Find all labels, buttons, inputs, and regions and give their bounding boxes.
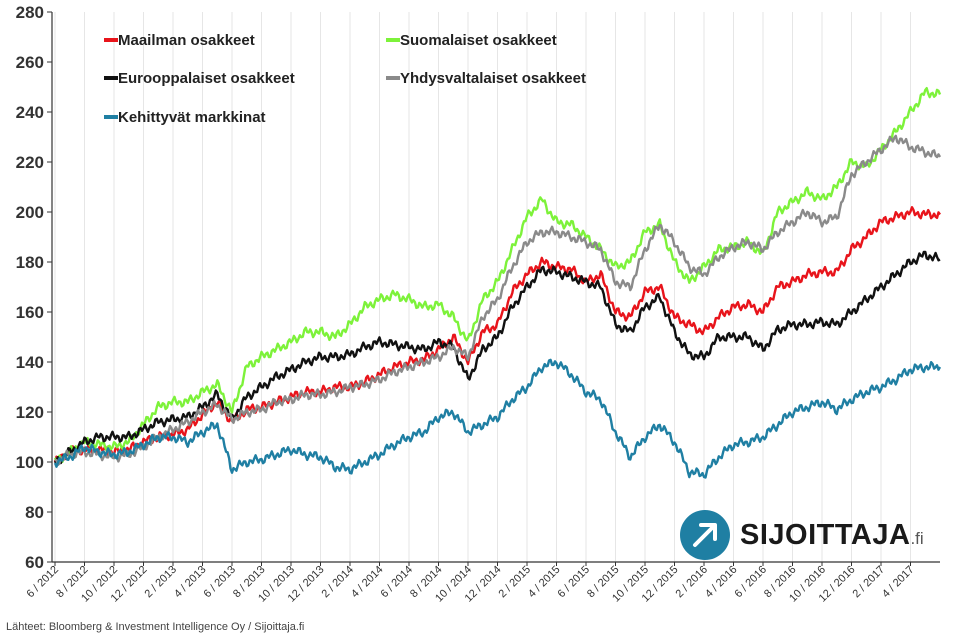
y-tick-label: 200 bbox=[16, 203, 44, 222]
legend-label: Suomalaiset osakkeet bbox=[400, 32, 557, 49]
y-tick-label: 120 bbox=[16, 403, 44, 422]
legend-label: Eurooppalaiset osakkeet bbox=[118, 70, 295, 87]
source-note: Lähteet: Bloomberg & Investment Intellig… bbox=[6, 621, 305, 633]
series-line bbox=[53, 205, 941, 463]
y-tick-label: 180 bbox=[16, 253, 44, 272]
series-line bbox=[53, 86, 942, 463]
sijoittaja-logo: SIJOITTAJA.fi bbox=[680, 510, 940, 562]
series-line bbox=[53, 358, 942, 479]
y-tick-label: 60 bbox=[25, 553, 44, 572]
legend-label: Maailman osakkeet bbox=[118, 32, 255, 49]
y-tick-label: 160 bbox=[16, 303, 44, 322]
legend-label: Kehittyvät markkinat bbox=[118, 109, 266, 126]
grid bbox=[54, 12, 911, 562]
y-tick-label: 140 bbox=[16, 353, 44, 372]
legend: Maailman osakkeet Suomalaiset osakkeet Eur… bbox=[104, 32, 586, 126]
y-tick-label: 240 bbox=[16, 103, 44, 122]
series-line bbox=[53, 250, 941, 465]
x-tick-label: 4 / 2017 bbox=[880, 564, 917, 601]
y-tick-label: 280 bbox=[16, 3, 44, 22]
legend-label: Yhdysvaltalaiset osakkeet bbox=[400, 70, 586, 87]
arrow-up-right-icon bbox=[693, 523, 717, 547]
logo-wordmark: SIJOITTAJA.fi bbox=[740, 519, 924, 552]
series-line bbox=[54, 134, 942, 466]
logo-word: SIJOITTAJA bbox=[740, 519, 911, 551]
y-tick-label: 80 bbox=[25, 503, 44, 522]
y-tick-label: 100 bbox=[16, 453, 44, 472]
y-axis-ticks: 60 80 100 120 140 160 180 200 220 240 260 280 bbox=[16, 3, 52, 572]
logo-circle bbox=[680, 510, 730, 560]
series-lines bbox=[53, 86, 942, 479]
y-tick-label: 260 bbox=[16, 53, 44, 72]
logo-suffix: .fi bbox=[910, 529, 924, 548]
y-tick-label: 220 bbox=[16, 153, 44, 172]
